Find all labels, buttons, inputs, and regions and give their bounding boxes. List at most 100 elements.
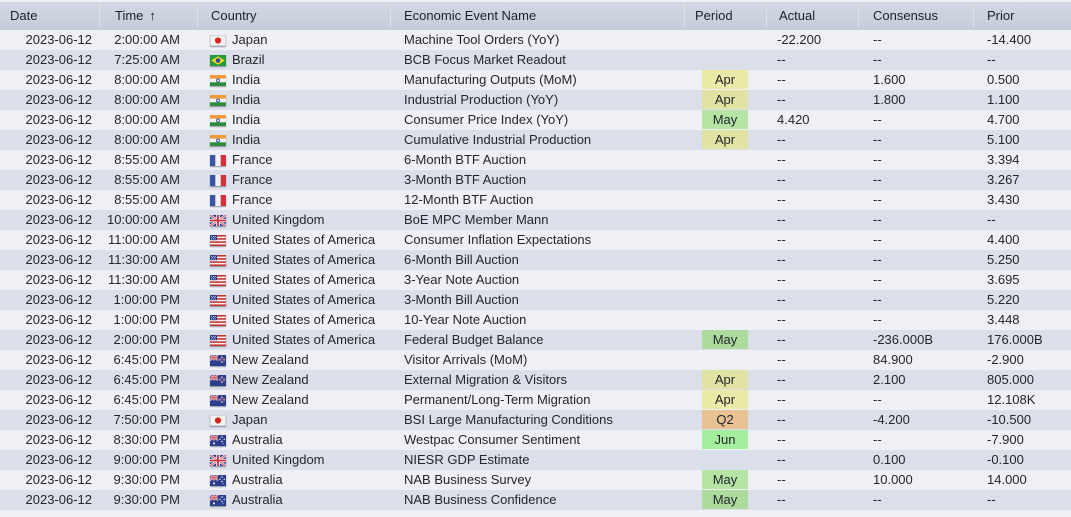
prior-cell: 12.108K (987, 392, 1036, 407)
time-cell: 8:55:00 AM (114, 172, 180, 187)
period-badge: Q2 (702, 410, 748, 429)
gb-flag-icon (210, 454, 226, 466)
au-flag-icon (210, 474, 226, 486)
prior-cell: 3.448 (987, 312, 1020, 327)
actual-cell: -- (777, 352, 786, 367)
date-cell: 2023-06-12 (25, 72, 93, 87)
prior-cell: 3.695 (987, 272, 1020, 287)
column-header-country[interactable]: Country (197, 5, 390, 27)
country-name: France (232, 172, 273, 187)
table-row[interactable]: 2023-06-12 1:00:00 PM United States of Ame… (0, 290, 1071, 310)
table-row[interactable]: 2023-06-12 8:00:00 AM India Manufacturing O… (0, 70, 1071, 90)
table-row[interactable]: 2023-06-12 11:00:00 AM United States of Am… (0, 230, 1071, 250)
table-row[interactable]: 2023-06-12 8:55:00 AM France 12-Month BTF A… (0, 190, 1071, 210)
table-row[interactable]: 2023-06-12 9:00:00 PM United Kingdom NIESR … (0, 450, 1071, 470)
consensus-cell: 2.100 (873, 372, 906, 387)
table-row[interactable]: 2023-06-12 11:30:00 AM United States of Am… (0, 250, 1071, 270)
consensus-cell: -- (873, 392, 882, 407)
actual-cell: -- (777, 372, 786, 387)
prior-cell: -10.500 (987, 412, 1032, 427)
country-name: United States of America (232, 292, 376, 307)
time-cell: 8:55:00 AM (114, 192, 180, 207)
column-header-period[interactable]: Period (684, 5, 766, 27)
consensus-cell: 84.900 (873, 352, 913, 367)
sort-ascending-icon[interactable]: ↑ (149, 8, 156, 23)
table-row[interactable]: 2023-06-12 6:45:00 PM New Zealand Visitor A… (0, 350, 1071, 370)
prior-cell: 3.430 (987, 192, 1020, 207)
actual-cell: 4.420 (777, 112, 810, 127)
column-header-consensus[interactable]: Consensus (858, 5, 973, 27)
date-cell: 2023-06-12 (25, 432, 93, 447)
table-row[interactable]: 2023-06-12 6:45:00 PM New Zealand Permanent… (0, 390, 1071, 410)
table-row[interactable]: 2023-06-12 8:00:00 AM India Industrial Prod… (0, 90, 1071, 110)
column-header-event[interactable]: Economic Event Name (390, 5, 684, 27)
event-name-cell: BCB Focus Market Readout (404, 52, 566, 67)
table-row[interactable]: 2023-06-12 9:30:00 PM Australia NAB Busines… (0, 490, 1071, 510)
period-cell: Apr (684, 70, 766, 90)
table-row[interactable]: 2023-06-12 7:25:00 AM Brazil BCB Focus Mark… (0, 50, 1071, 70)
event-name-cell: Machine Tool Orders (YoY) (404, 32, 560, 47)
time-cell: 11:30:00 AM (107, 272, 180, 287)
prior-cell: -- (987, 212, 996, 227)
period-badge: May (702, 470, 748, 489)
consensus-cell: -- (873, 272, 882, 287)
actual-cell: -22.200 (777, 32, 822, 47)
consensus-cell: 1.600 (873, 72, 906, 87)
prior-cell: 805.000 (987, 372, 1034, 387)
table-row[interactable]: 2023-06-12 6:45:00 PM New Zealand External … (0, 370, 1071, 390)
consensus-cell: 0.100 (873, 452, 906, 467)
table-row[interactable]: 2023-06-12 8:55:00 AM France 6-Month BTF Au… (0, 150, 1071, 170)
event-name-cell: 3-Month Bill Auction (404, 292, 519, 307)
table-row[interactable]: 2023-06-12 8:00:00 AM India Consumer Price … (0, 110, 1071, 130)
country-cell: France (197, 190, 390, 210)
table-row[interactable]: 2023-06-12 8:00:00 AM India Cumulative Indu… (0, 130, 1071, 150)
period-cell: May (684, 490, 766, 510)
time-cell: 7:25:00 AM (114, 52, 180, 67)
table-row[interactable]: 2023-06-12 9:30:00 PM Australia NAB Busines… (0, 470, 1071, 490)
column-header-time[interactable]: Time ↑ (99, 5, 197, 27)
country-name: India (232, 112, 261, 127)
event-name-cell: Permanent/Long-Term Migration (404, 392, 591, 407)
country-name: Australia (232, 472, 283, 487)
country-name: United States of America (232, 252, 376, 267)
column-header-date[interactable]: Date (10, 8, 38, 23)
event-name-cell: NAB Business Confidence (404, 492, 557, 507)
country-cell: Australia (197, 490, 390, 510)
event-name-cell: Cumulative Industrial Production (404, 132, 592, 147)
country-cell: India (197, 70, 390, 90)
table-row[interactable]: 2023-06-12 2:00:00 PM United States of Ame… (0, 330, 1071, 350)
table-row[interactable]: 2023-06-12 2:00:00 AM Japan Machine Tool Or… (0, 30, 1071, 50)
event-name-cell: 6-Month Bill Auction (404, 252, 519, 267)
country-cell: United States of America (197, 250, 390, 270)
actual-cell: -- (777, 452, 786, 467)
time-cell: 9:00:00 PM (113, 452, 181, 467)
prior-cell: 5.250 (987, 252, 1020, 267)
country-cell: Brazil (197, 50, 390, 70)
time-cell: 9:30:00 PM (113, 492, 181, 507)
country-name: New Zealand (232, 392, 309, 407)
column-header-prior[interactable]: Prior (973, 5, 1071, 27)
au-flag-icon (210, 494, 226, 506)
date-cell: 2023-06-12 (25, 52, 93, 67)
fr-flag-icon (210, 194, 226, 206)
prior-cell: 4.400 (987, 232, 1020, 247)
table-row[interactable]: 2023-06-12 8:55:00 AM France 3-Month BTF Au… (0, 170, 1071, 190)
actual-cell: -- (777, 272, 786, 287)
country-cell: New Zealand (197, 370, 390, 390)
actual-cell: -- (777, 232, 786, 247)
table-row[interactable]: 2023-06-12 10:00:00 AM United Kingdom BoE M… (0, 210, 1071, 230)
table-row[interactable]: 2023-06-12 1:00:00 PM United States of Ame… (0, 310, 1071, 330)
period-cell (684, 190, 766, 210)
table-row[interactable]: 2023-06-12 7:50:00 PM Japan BSI Large Manuf… (0, 410, 1071, 430)
us-flag-icon (210, 334, 226, 346)
table-row[interactable]: 2023-06-12 8:30:00 PM Australia Westpac Con… (0, 430, 1071, 450)
column-header-actual[interactable]: Actual (766, 5, 858, 27)
period-cell: Apr (684, 130, 766, 150)
fr-flag-icon (210, 154, 226, 166)
consensus-cell: -- (873, 112, 882, 127)
consensus-cell: 10.000 (873, 472, 913, 487)
time-cell: 11:30:00 AM (107, 252, 180, 267)
date-cell: 2023-06-12 (25, 252, 93, 267)
table-row[interactable]: 2023-06-12 11:30:00 AM United States of Am… (0, 270, 1071, 290)
period-cell: Q2 (684, 410, 766, 430)
